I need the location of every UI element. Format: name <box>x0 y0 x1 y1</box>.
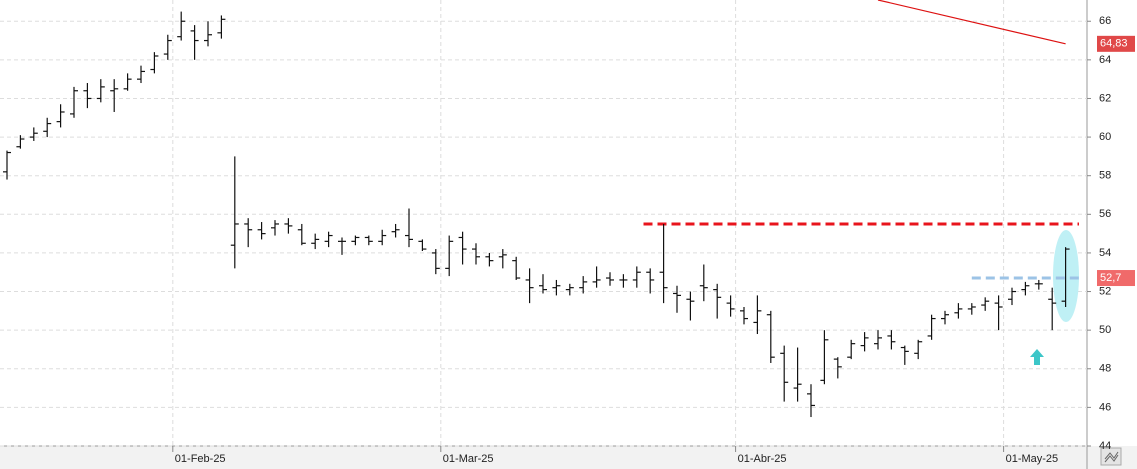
y-tick-label: 62 <box>1099 92 1111 104</box>
trendline <box>877 0 1066 45</box>
y-tick-label: 48 <box>1099 363 1111 375</box>
price-tag-label: 52,7 <box>1100 272 1121 284</box>
y-tick-label: 44 <box>1099 440 1111 452</box>
price-tag <box>1097 270 1135 287</box>
y-tick-label: 58 <box>1099 170 1111 182</box>
y-tick-label: 60 <box>1099 131 1111 143</box>
x-tick-label: 01-May-25 <box>1006 453 1059 465</box>
y-tick-label: 46 <box>1099 401 1111 413</box>
y-tick-label: 56 <box>1099 208 1111 220</box>
y-tick-label: 64 <box>1099 54 1111 66</box>
x-tick-label: 01-Mar-25 <box>443 453 494 465</box>
y-tick-label: 52 <box>1099 285 1111 297</box>
x-tick-label: 01-Feb-25 <box>175 453 226 465</box>
y-tick-label: 54 <box>1099 247 1111 259</box>
y-tick-label: 50 <box>1099 324 1111 336</box>
arrow-up <box>1030 349 1044 365</box>
button-icon <box>1104 451 1119 463</box>
price-tag <box>1097 35 1135 52</box>
x-axis-band <box>0 446 1137 469</box>
y-tick-label: 66 <box>1099 15 1111 27</box>
settings-button[interactable] <box>1100 447 1122 466</box>
x-tick-label: 01-Abr-25 <box>738 453 787 465</box>
price-tag-label: 64,83 <box>1100 38 1128 50</box>
